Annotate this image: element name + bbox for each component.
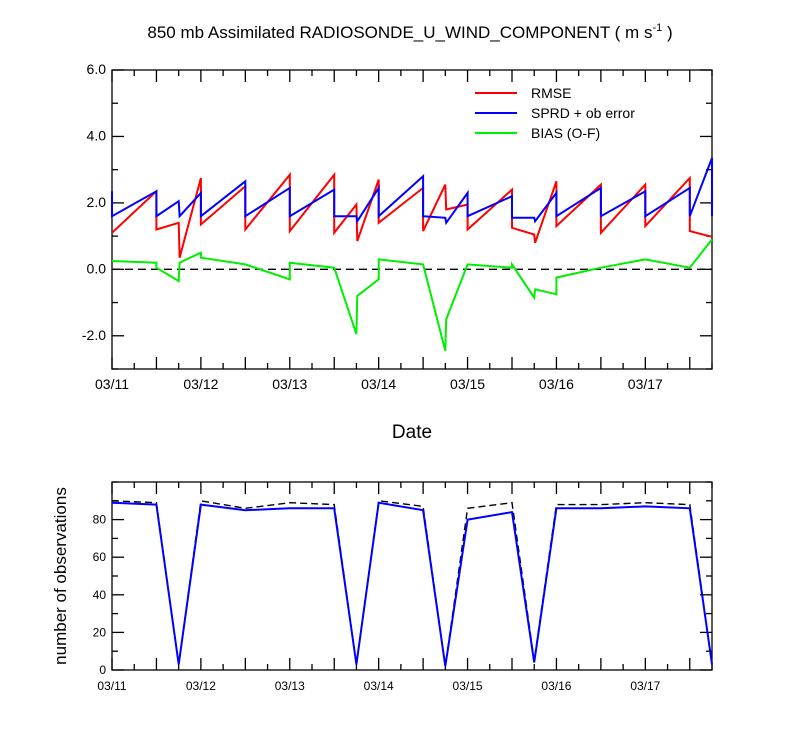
bottom-panel: 03/11 03/12 03/13 03/14 03/15 03/16 03/17 0 20 40… [51,481,713,693]
series-line-used [111,501,713,667]
y-tick-label: 40 [93,588,107,602]
legend-label: RMSE [531,85,571,101]
x-tick-label: 03/15 [450,376,485,392]
legend: RMSE SPRD + ob error BIAS (O-F) [475,85,635,141]
x-tick-label: 03/11 [95,376,129,392]
x-tick-label: 03/12 [183,376,218,392]
x-tick-label: 03/13 [275,679,305,693]
plot-frame-bottom [111,481,713,671]
x-tick-label: 03/13 [272,376,307,392]
y-axis-label: number of observations [51,487,70,665]
y-tick-label: 2.0 [87,194,107,210]
series-line-sprd-ob-error [111,157,713,226]
y-tick-label: 60 [93,550,107,564]
x-tick-label: 03/14 [361,376,396,392]
x-tick-label: 03/11 [97,679,126,693]
y-tick-label: 0.0 [87,260,107,276]
legend-label: SPRD + ob error [531,105,635,121]
x-tick-label: 03/17 [628,376,663,392]
chart-title: 850 mb Assimilated RADIOSONDE_U_WIND_COM… [147,22,672,42]
plot-frame-top [111,69,713,370]
legend-label: BIAS (O-F) [531,125,600,141]
y-tick-label: 6.0 [87,61,107,77]
x-tick-label: 03/16 [541,679,571,693]
x-tick-label: 03/16 [539,376,574,392]
x-tick-label: 03/12 [186,679,216,693]
x-tick-label: 03/15 [453,679,483,693]
x-tick-label: 03/17 [630,679,660,693]
x-tick-label: 03/14 [364,679,394,693]
y-tick-label: 4.0 [87,127,107,143]
x-axis-label: Date [392,422,432,443]
y-tick-label: 0 [99,663,106,677]
chart-title-text: 850 mb Assimilated RADIOSONDE_U_WIND_COM… [147,23,652,42]
chart-title-close: ) [662,23,672,42]
top-panel: 850 mb Assimilated RADIOSONDE_U_WIND_COM… [82,22,713,443]
series-line-bias-o-f [111,238,713,351]
chart-title-exponent: -1 [652,22,662,34]
y-tick-label: -2.0 [82,327,106,343]
y-tick-label: 20 [93,625,107,639]
series-line-possible [111,499,713,667]
y-tick-label: 80 [93,513,107,527]
